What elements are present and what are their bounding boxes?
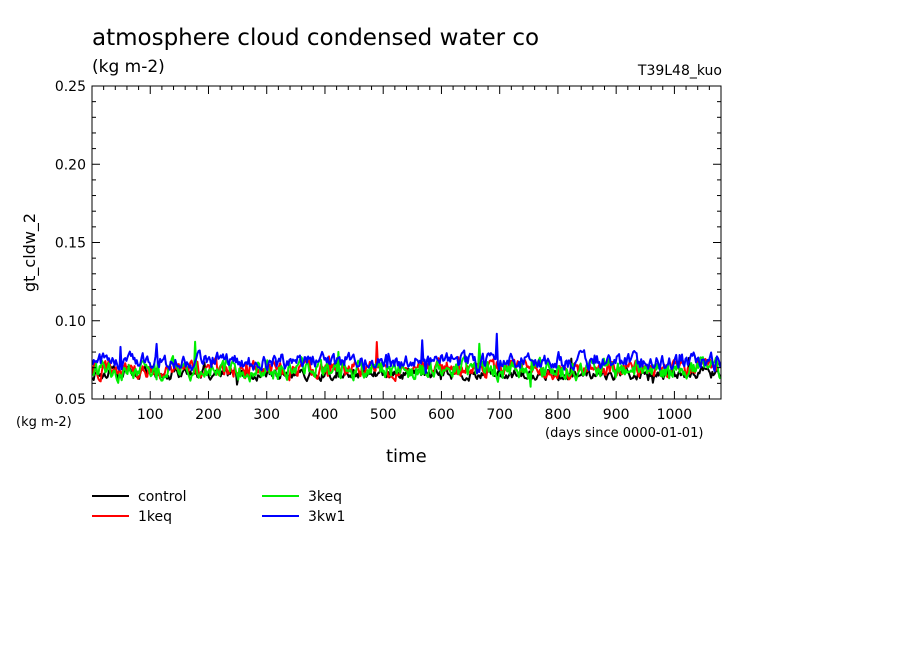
x-tick-label: 400 [312,407,339,423]
x-tick-label: 500 [370,407,397,423]
x-tick-label: 300 [253,407,280,423]
legend-label-3kw1: 3kw1 [308,509,345,525]
x-axis-label: time [386,446,427,467]
y-tick-label: 0.25 [55,79,86,95]
y-tick-label: 0.20 [55,157,86,173]
x-tick-label: 800 [545,407,572,423]
chart-tag: T39L48_kuo [637,63,722,79]
x-axis-units: (days since 0000-01-01) [545,426,704,441]
y-tick-label: 0.05 [55,392,86,408]
legend-label-1keq: 1keq [138,509,172,525]
plot-frame [91,85,722,400]
y-axis-units: (kg m-2) [16,415,72,430]
legend-label-3keq: 3keq [308,489,342,505]
x-tick-label: 100 [137,407,164,423]
chart-title: atmosphere cloud condensed water co [92,25,540,51]
series-line-3keq [91,340,722,388]
legend: control 1keq 3keq 3kw1 [92,489,345,525]
x-tick-label: 700 [486,407,513,423]
x-tick-label: 900 [603,407,630,423]
legend-label-control: control [138,489,187,505]
x-tick-label: 1000 [657,407,693,423]
series-layer [91,332,722,388]
series-line-3kw1 [91,332,722,375]
x-tick-label: 200 [195,407,222,423]
y-tick-label: 0.15 [55,236,86,252]
ticks-layer: 100 200 300 400 500 600 700 800 900 1000 0.05 0.10 0… [55,79,722,423]
y-tick-label: 0.10 [55,314,86,330]
chart-units: (kg m-2) [92,57,165,77]
x-tick-label: 600 [428,407,455,423]
